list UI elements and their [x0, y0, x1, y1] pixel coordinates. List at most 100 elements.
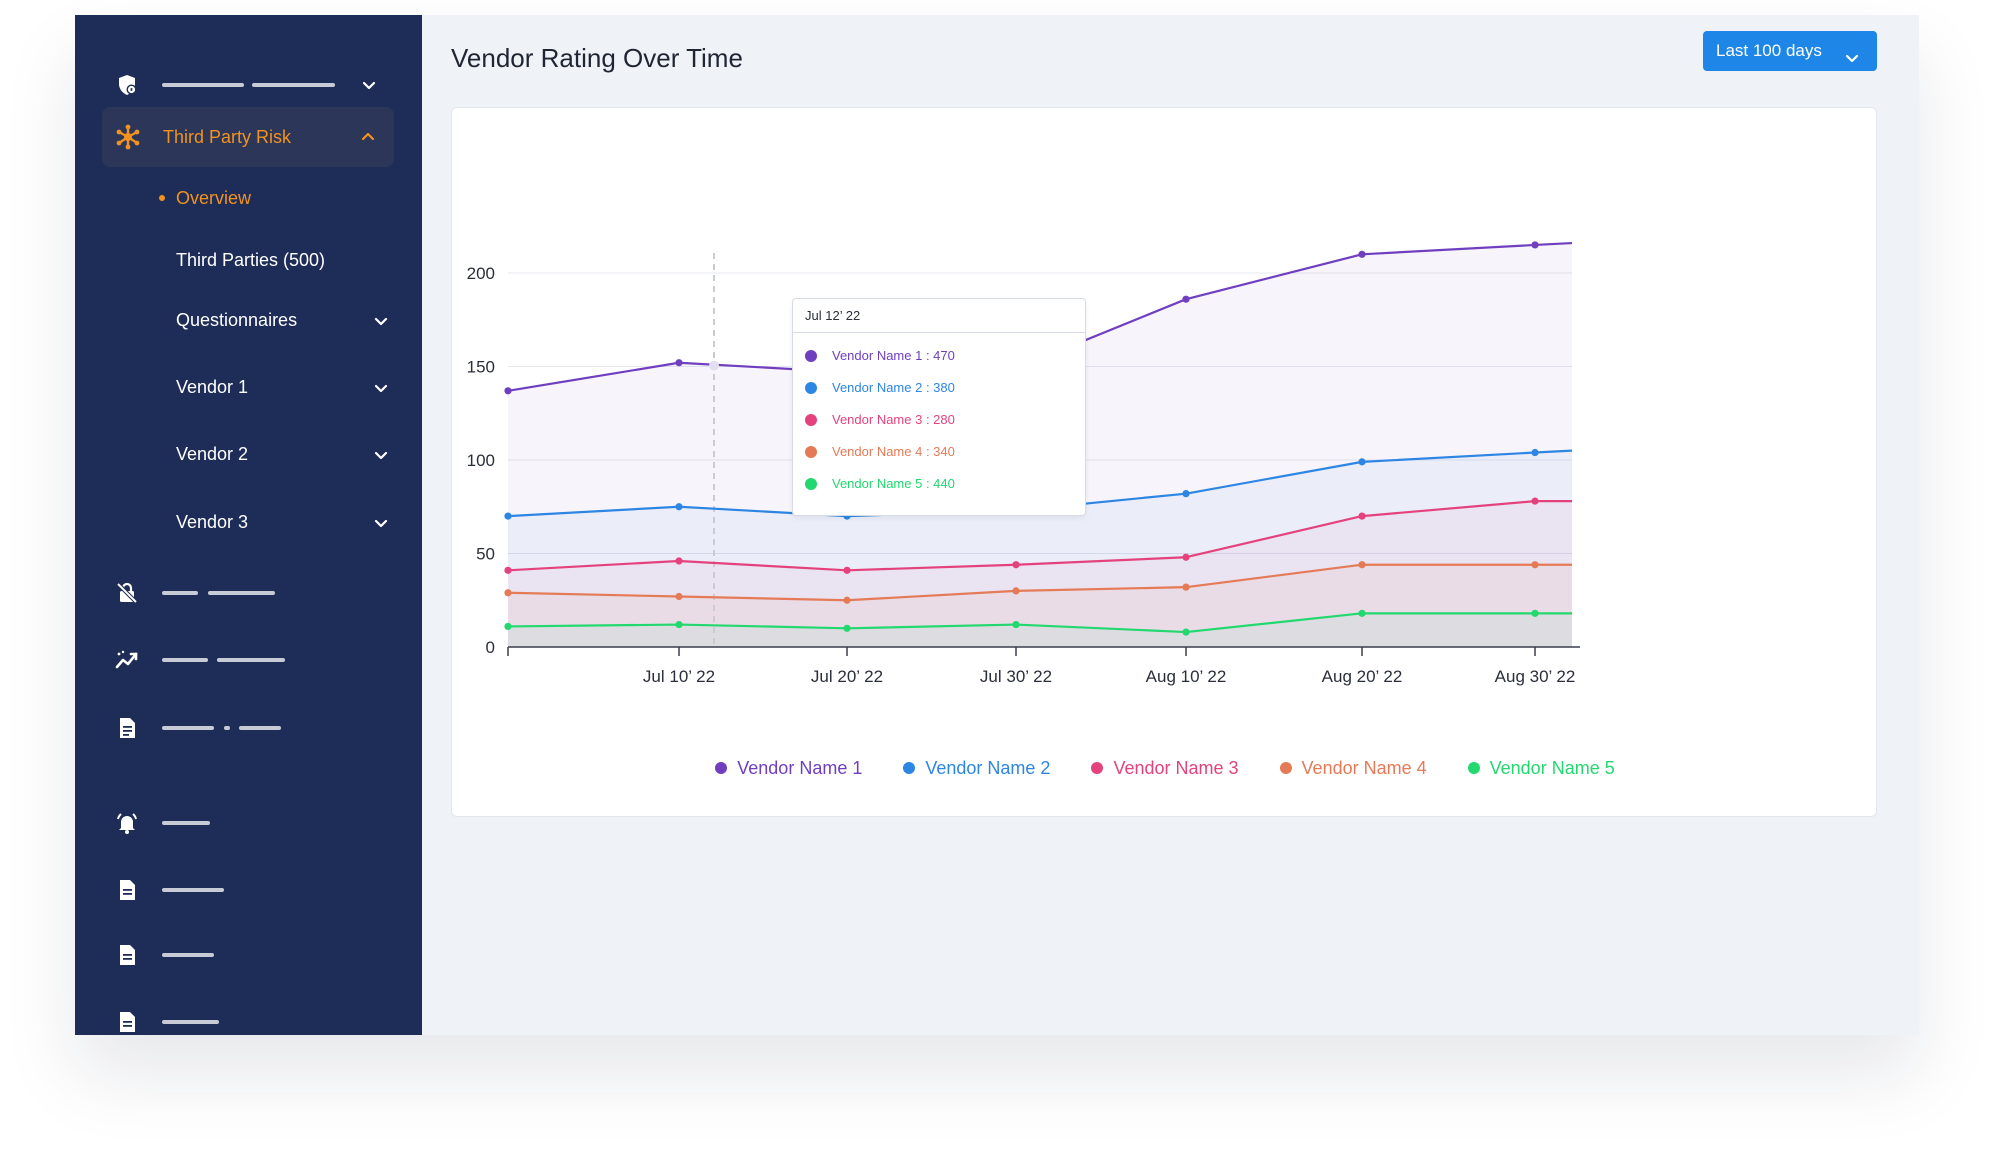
- legend-label: Vendor Name 1: [737, 758, 863, 778]
- data-point: [1531, 561, 1539, 569]
- y-tick-label: 200: [467, 264, 495, 283]
- sidebar-section-third-party-risk[interactable]: Third Party Risk: [102, 107, 394, 167]
- data-point: [1182, 490, 1190, 498]
- redacted-label: [217, 658, 285, 662]
- data-point: [504, 566, 512, 574]
- series-dot-icon: [805, 382, 817, 394]
- sidebar-item-questionnaires[interactable]: Questionnaires: [176, 310, 298, 330]
- document-icon: [115, 716, 139, 740]
- x-tick-label: Jul 20’ 22: [811, 667, 883, 686]
- sidebar-item-redacted[interactable]: [75, 992, 422, 1035]
- data-point: [504, 512, 512, 520]
- redacted-label: [162, 658, 208, 662]
- data-point: [1012, 620, 1020, 629]
- legend-dot-icon: [903, 762, 916, 774]
- legend-item[interactable]: Vendor Name 4: [1279, 758, 1427, 779]
- redacted-label: [162, 821, 210, 825]
- x-tick-label: Jul 30’ 22: [980, 667, 1052, 686]
- chevron-up-icon[interactable]: [359, 128, 377, 146]
- series-dot-icon: [805, 350, 817, 362]
- sidebar-item-vendor-1[interactable]: Vendor 1: [176, 377, 249, 397]
- tooltip-value: Vendor Name 5 : 440: [832, 476, 955, 491]
- app-window: Third Party Risk Overview Third Parties …: [75, 15, 1919, 1035]
- data-point: [1182, 295, 1190, 303]
- data-point: [504, 622, 512, 631]
- tooltip-title: Jul 12’ 22: [793, 299, 1085, 333]
- sidebar-item-redacted[interactable]: [75, 793, 422, 853]
- legend-item[interactable]: Vendor Name 1: [715, 758, 862, 779]
- redacted-label: [162, 726, 214, 730]
- date-range-dropdown[interactable]: Last 100 days: [1703, 31, 1877, 71]
- legend-label: Vendor Name 4: [1301, 758, 1427, 778]
- data-point: [1012, 587, 1020, 595]
- data-point: [675, 359, 683, 367]
- sidebar-section-security[interactable]: [75, 55, 422, 115]
- lock-off-icon: [115, 581, 139, 605]
- data-point: [675, 620, 683, 629]
- chevron-down-icon[interactable]: [372, 379, 390, 397]
- sidebar-item-redacted[interactable]: [75, 925, 422, 985]
- legend-item[interactable]: Vendor Name 3: [1091, 758, 1239, 779]
- series-line: [507, 612, 1572, 634]
- chevron-down-icon[interactable]: [372, 446, 390, 464]
- vendor-rating-chart[interactable]: 0 50 100 150 200 Jul 10’ 22 Jul 20’ 22 Jul 30’ …: [452, 108, 1878, 818]
- y-tick-label: 150: [467, 358, 495, 377]
- redacted-label: [162, 591, 198, 595]
- data-point: [675, 557, 683, 565]
- sidebar-item-third-parties[interactable]: Third Parties (500): [176, 250, 326, 270]
- data-point: [675, 592, 683, 601]
- file-icon: [115, 878, 139, 902]
- file-icon: [115, 1010, 139, 1034]
- data-point: [1358, 458, 1366, 466]
- sidebar-item-redacted[interactable]: [75, 860, 422, 920]
- series-area: [508, 613, 1572, 647]
- chevron-down-icon[interactable]: [372, 312, 390, 330]
- sidebar-section-label: Third Party Risk: [163, 127, 292, 147]
- legend-dot-icon: [715, 762, 728, 774]
- legend-label: Vendor Name 5: [1489, 758, 1615, 778]
- chevron-down-icon: [1843, 42, 1861, 63]
- bell-alert-icon: [115, 811, 139, 835]
- sidebar-item-vendor-2[interactable]: Vendor 2: [176, 444, 249, 464]
- data-point: [1012, 561, 1020, 569]
- redacted-label: [208, 591, 275, 595]
- legend-item[interactable]: Vendor Name 2: [903, 758, 1050, 779]
- series-line: [507, 241, 1573, 392]
- page-title: Vendor Rating Over Time: [451, 43, 743, 73]
- sidebar-item-redacted[interactable]: [75, 630, 422, 690]
- x-tick-label: Aug 30’ 22: [1495, 667, 1576, 686]
- sidebar-item-overview[interactable]: Overview: [176, 188, 252, 208]
- series-line: [507, 449, 1573, 518]
- legend-label: Vendor Name 2: [925, 758, 1051, 778]
- chevron-down-icon[interactable]: [360, 76, 378, 94]
- data-point: [1358, 512, 1366, 520]
- data-point: [843, 566, 851, 574]
- series-line: [507, 563, 1572, 602]
- series-dot-icon: [805, 478, 817, 490]
- sidebar-item-redacted[interactable]: [75, 698, 422, 758]
- data-point: [1531, 241, 1539, 249]
- sidebar-item-redacted[interactable]: [75, 563, 422, 623]
- y-tick-label: 50: [476, 545, 495, 564]
- sidebar: Third Party Risk Overview Third Parties …: [75, 15, 422, 1035]
- tooltip-value: Vendor Name 1 : 470: [832, 348, 955, 363]
- data-point: [843, 624, 851, 632]
- data-point: [843, 596, 851, 604]
- data-point: [1358, 561, 1366, 569]
- redacted-label: [162, 1020, 219, 1024]
- active-bullet-icon: [159, 195, 165, 201]
- redacted-label: [162, 953, 214, 957]
- hover-point: [709, 360, 719, 371]
- data-point: [1531, 497, 1539, 505]
- series-dot-icon: [805, 446, 817, 458]
- y-tick-label: 0: [486, 638, 495, 657]
- sidebar-item-vendor-3[interactable]: Vendor 3: [176, 512, 249, 532]
- tooltip-value: Vendor Name 2 : 380: [832, 380, 955, 395]
- date-range-label: Last 100 days: [1716, 41, 1822, 60]
- network-icon: [115, 124, 141, 150]
- trend-icon: [115, 648, 139, 672]
- chart-tooltip: Jul 12’ 22 Vendor Name 1 : 470 Vendor Na…: [792, 298, 1086, 516]
- legend-item[interactable]: Vendor Name 5: [1467, 758, 1615, 779]
- chevron-down-icon[interactable]: [372, 514, 390, 532]
- redacted-label: [162, 83, 244, 87]
